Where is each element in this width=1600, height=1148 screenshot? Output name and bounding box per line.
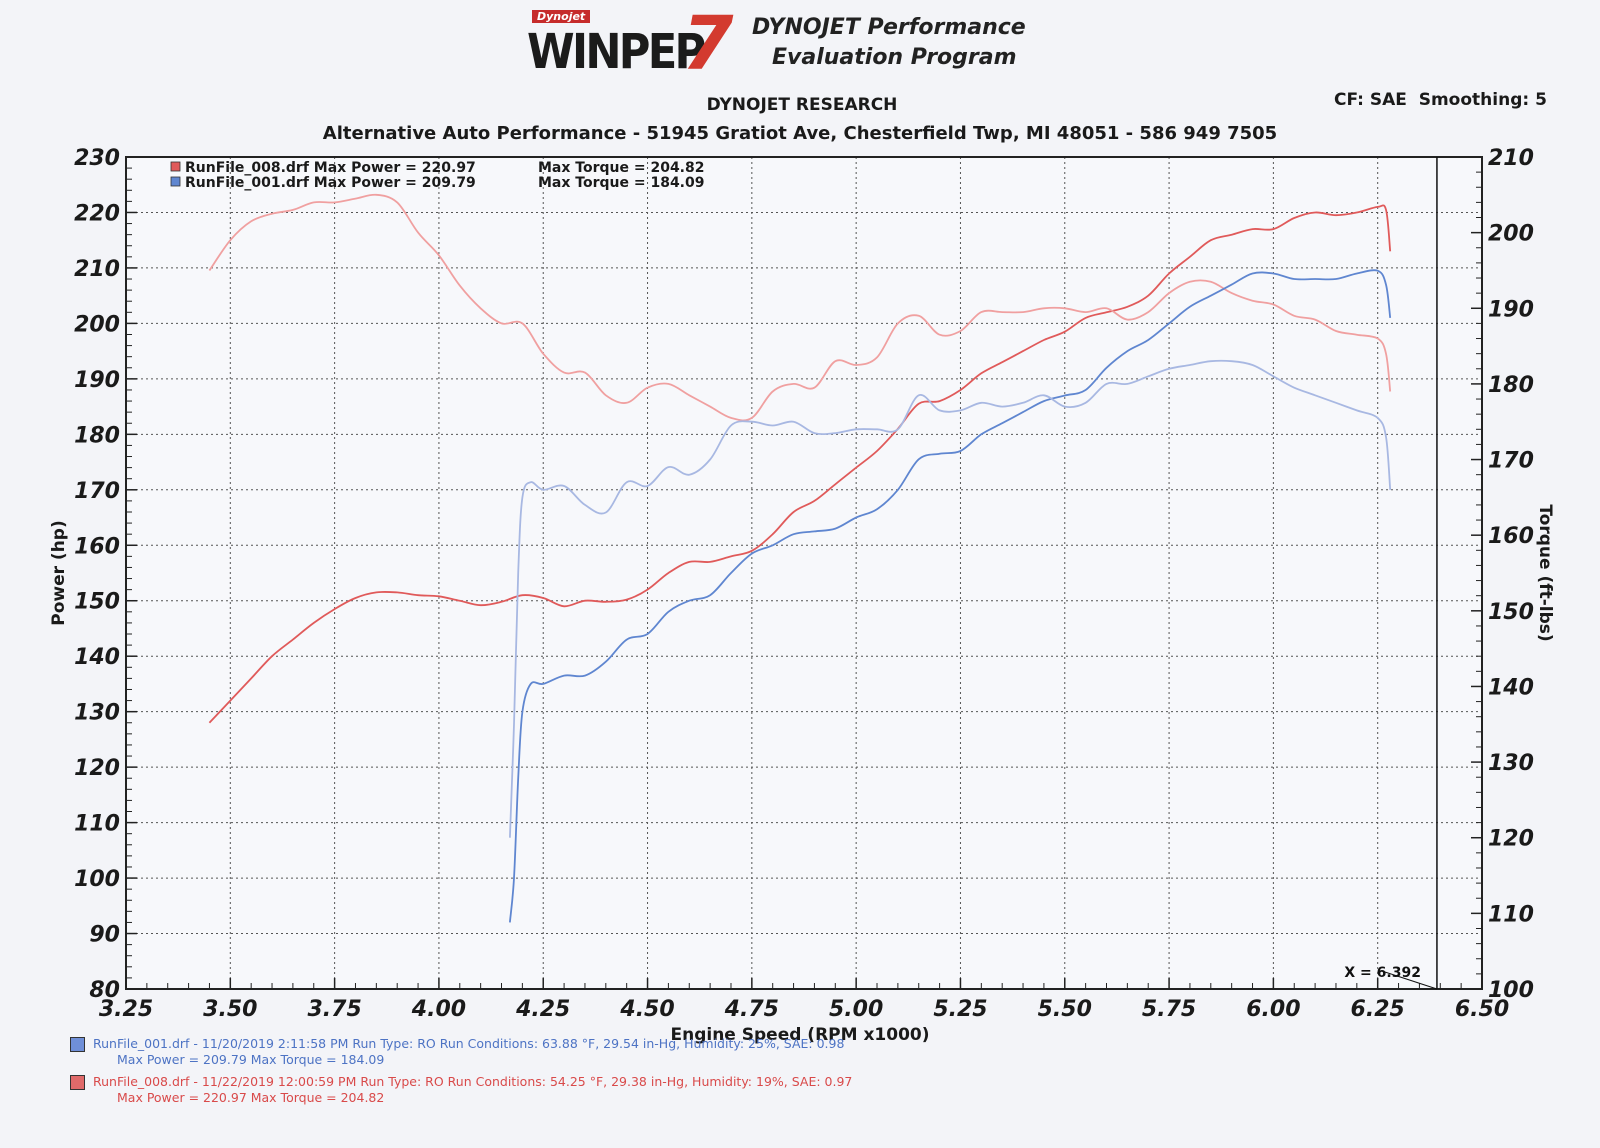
winpep-logo-seven: 7	[682, 1, 734, 87]
legend-torque: Max Torque = 204.82	[538, 160, 704, 176]
cursor-pointer	[1384, 971, 1438, 990]
chart-curves	[208, 193, 1392, 923]
x-tick-label: 5.75	[1142, 997, 1196, 1022]
y-tick-label: 110	[74, 812, 120, 837]
cursor-label: X = 6.392	[1344, 965, 1421, 981]
y2-tick-label: 160	[1488, 524, 1534, 549]
y2-tick-label: 200	[1488, 222, 1534, 247]
x-tick-label: 4.75	[724, 997, 779, 1022]
x-tick-label: 3.25	[99, 997, 153, 1022]
run001-max: Max Power = 209.79 Max Torque = 184.09	[117, 1052, 385, 1067]
run008-torque-curve	[208, 193, 1392, 422]
x-tick-label: 5.50	[1038, 997, 1092, 1022]
plot-frame	[125, 156, 1483, 990]
run008-text: RunFile_008.drf - 11/22/2019 12:00:59 PM…	[93, 1074, 852, 1106]
x-tick-label: 6.50	[1455, 997, 1509, 1022]
y-tick-label: 230	[74, 146, 120, 171]
y-tick-label: 160	[74, 534, 120, 559]
y-tick-label: 80	[89, 978, 120, 1003]
run008-info: RunFile_008.drf - 11/22/2019 12:00:59 PM…	[70, 1074, 1070, 1106]
y2-tick-label: 100	[1488, 978, 1534, 1003]
run-info-footer: RunFile_001.drf - 11/20/2019 2:11:58 PM …	[70, 1036, 1070, 1112]
y2-tick-label: 120	[1488, 827, 1534, 852]
y-tick-label: 200	[74, 312, 120, 337]
run008-power-curve	[208, 204, 1392, 724]
y-tick-label: 90	[89, 923, 120, 948]
dynojet-logo-badge: Dynojet	[532, 10, 591, 23]
org-title: DYNOJET RESEARCH	[0, 95, 1600, 115]
legend-torque: Max Torque = 184.09	[538, 175, 704, 191]
y2-tick-label: 190	[1488, 297, 1534, 322]
chart-cursor[interactable]: X = 6.392	[1344, 157, 1438, 990]
x-tick-label: 5.00	[829, 997, 883, 1022]
x-tick-label: 4.25	[515, 997, 570, 1022]
legend-swatch	[170, 161, 181, 172]
y-tick-label: 180	[74, 423, 120, 448]
run008-swatch	[70, 1075, 85, 1090]
legend-entry: RunFile_001.drf Max Power = 209.79	[185, 175, 476, 191]
chart-ticks: 3.25 3.50 3.75 4.00 4.25 4.50 4.75 5.00 5.25 5.50…	[74, 146, 1534, 1022]
winpep-logo-text: WINPEP	[527, 24, 706, 80]
run001-swatch	[70, 1037, 85, 1052]
run001-power-curve	[509, 269, 1392, 923]
run001-torque-curve	[509, 359, 1392, 838]
y2-tick-label: 130	[1488, 751, 1534, 776]
y2-tick-label: 180	[1488, 373, 1534, 398]
chart-legend: RunFile_008.drf Max Power = 220.97 Max To…	[170, 160, 704, 191]
x-tick-label: 3.50	[203, 997, 257, 1022]
y-tick-label: 120	[74, 756, 120, 781]
run001-info: RunFile_001.drf - 11/20/2019 2:11:58 PM …	[70, 1036, 1070, 1068]
y-tick-label: 190	[74, 368, 120, 393]
x-tick-label: 4.50	[619, 997, 674, 1022]
legend-entry: RunFile_008.drf Max Power = 220.97	[185, 160, 476, 176]
run001-conditions: RunFile_001.drf - 11/20/2019 2:11:58 PM …	[93, 1036, 845, 1051]
run008-conditions: RunFile_008.drf - 11/22/2019 12:00:59 PM…	[93, 1074, 853, 1089]
plot-area	[126, 157, 1482, 989]
chart-grid	[126, 157, 1482, 989]
y-tick-label: 220	[74, 201, 120, 226]
legend-swatch	[170, 176, 181, 187]
org-title-text: DYNOJET RESEARCH	[706, 95, 898, 115]
y-tick-label: 150	[74, 590, 120, 615]
x-tick-label: 5.25	[933, 997, 987, 1022]
y-tick-label: 130	[74, 701, 120, 726]
y-tick-label: 210	[74, 257, 120, 282]
brand-line-2: Evaluation Program	[772, 45, 1017, 70]
y2-tick-label: 110	[1488, 902, 1534, 927]
y2-tick-label: 210	[1488, 146, 1534, 171]
x-tick-label: 3.75	[307, 997, 361, 1022]
y-tick-label: 170	[74, 479, 120, 504]
run001-text: RunFile_001.drf - 11/20/2019 2:11:58 PM …	[93, 1036, 844, 1068]
y-axis-label: Power (hp)	[49, 520, 69, 626]
run008-max: Max Power = 220.97 Max Torque = 204.82	[117, 1090, 385, 1105]
x-tick-label: 6.00	[1246, 997, 1300, 1022]
x-tick-label: 4.00	[411, 997, 466, 1022]
cf-smoothing-label: CF: SAE Smoothing: 5	[1334, 90, 1547, 110]
x-axis-label: Engine Speed (RPM x1000)	[670, 1025, 929, 1045]
shop-address: Alternative Auto Performance - 51945 Gra…	[322, 123, 1278, 144]
x-tick-label: 6.25	[1351, 997, 1405, 1022]
y2-axis-label: Torque (ft-lbs)	[1535, 504, 1555, 641]
y2-tick-label: 170	[1488, 449, 1534, 474]
y-tick-label: 140	[74, 645, 120, 670]
y2-tick-label: 150	[1488, 600, 1534, 625]
y-tick-label: 100	[74, 867, 120, 892]
brand-line-1: DYNOJET Performance	[752, 15, 1026, 40]
y2-tick-label: 140	[1488, 675, 1534, 700]
